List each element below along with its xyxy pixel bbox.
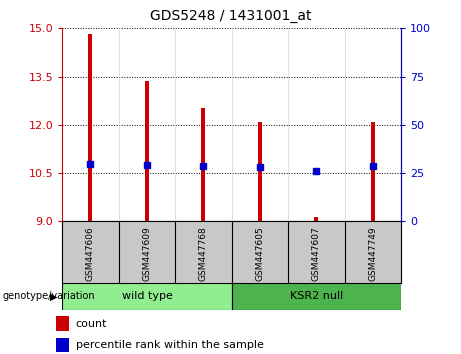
Bar [258,122,262,221]
Bar [201,108,206,221]
Text: GSM447749: GSM447749 [368,226,378,281]
Text: percentile rank within the sample: percentile rank within the sample [76,340,264,350]
Text: wild type: wild type [122,291,172,302]
Text: genotype/variation: genotype/variation [2,291,95,302]
Bar [371,121,375,221]
Text: ▶: ▶ [50,291,58,302]
Text: GSM447605: GSM447605 [255,226,265,281]
Text: KSR2 null: KSR2 null [290,291,343,302]
Text: GSM447609: GSM447609 [142,226,152,281]
Text: GSM447768: GSM447768 [199,226,208,281]
Bar [62,283,231,310]
Bar [57,316,69,331]
Text: GSM447607: GSM447607 [312,226,321,281]
Bar [57,337,69,352]
Bar [314,217,319,221]
Text: count: count [76,319,107,329]
Bar [145,81,149,221]
Text: GDS5248 / 1431001_at: GDS5248 / 1431001_at [150,9,311,23]
Bar [231,283,401,310]
Bar [89,34,93,221]
Text: GSM447606: GSM447606 [86,226,95,281]
